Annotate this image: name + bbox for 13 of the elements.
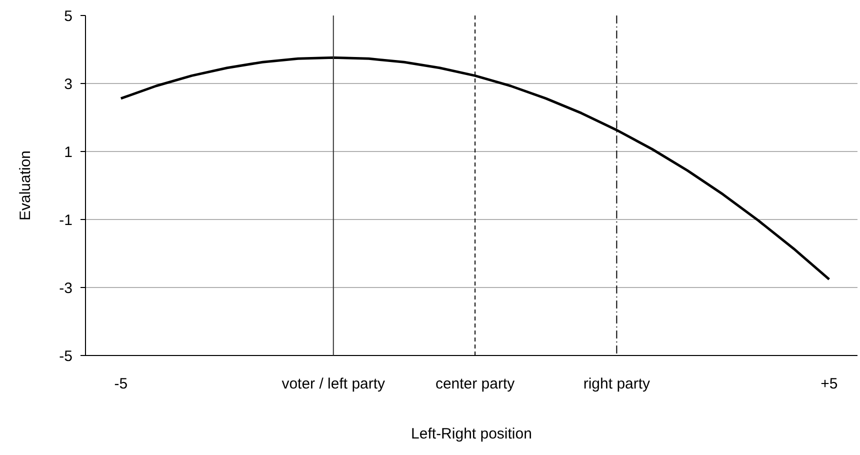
x-tick-label: +5 bbox=[820, 376, 838, 392]
x-tick-label: voter / left party bbox=[282, 376, 386, 392]
y-tick-label: -5 bbox=[59, 348, 73, 365]
y-tick-label: -3 bbox=[59, 280, 73, 297]
x-tick-label: right party bbox=[583, 376, 651, 392]
y-tick-label: 5 bbox=[64, 8, 72, 25]
y-tick-label: 1 bbox=[64, 144, 72, 161]
x-tick-label: -5 bbox=[114, 376, 128, 392]
x-axis-title: Left-Right position bbox=[411, 426, 532, 442]
x-tick-label: center party bbox=[435, 376, 516, 392]
y-tick-label: -1 bbox=[59, 212, 73, 229]
y-tick-label: 3 bbox=[64, 76, 72, 93]
y-axis-title: Evaluation bbox=[17, 150, 34, 221]
